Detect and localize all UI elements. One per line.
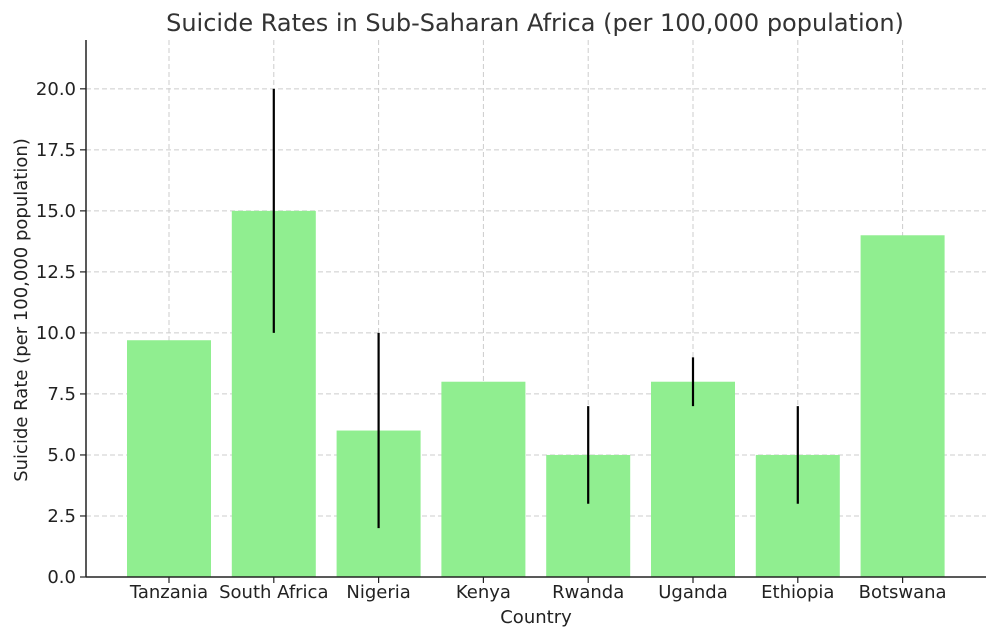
bar-uganda: [651, 381, 735, 577]
y-tick-label: 2.5: [47, 506, 76, 527]
x-tick-label: Ethiopia: [761, 582, 834, 603]
y-tick-label: 5.0: [47, 445, 76, 466]
x-tick-label: Rwanda: [552, 582, 624, 603]
chart-title: Suicide Rates in Sub-Saharan Africa (per…: [166, 9, 904, 37]
x-tick-label: Botswana: [859, 582, 947, 603]
y-tick-label: 17.5: [36, 140, 76, 161]
error-bars: [272, 88, 799, 529]
y-tick-label: 7.5: [47, 384, 76, 405]
y-tick-labels: 0.0 2.5 5.0 7.5 10.0 12.5 15.0 17.5 20.0: [36, 79, 76, 588]
x-tick-label: Kenya: [456, 582, 511, 603]
y-tick-label: 0.0: [47, 567, 76, 588]
x-tick-label: Tanzania: [129, 582, 208, 603]
x-tick-label: South Africa: [219, 582, 328, 603]
bar-kenya: [441, 381, 526, 577]
y-tick-label: 10.0: [36, 323, 76, 344]
y-tick-label: 15.0: [36, 201, 76, 222]
axes: [80, 40, 986, 583]
bar-botswana: [860, 235, 945, 578]
y-tick-label: 12.5: [36, 262, 76, 283]
y-tick-label: 20.0: [36, 79, 76, 100]
x-tick-label: Uganda: [658, 582, 728, 603]
x-tick-label: Nigeria: [346, 582, 410, 603]
x-tick-labels: Tanzania South Africa Nigeria Kenya Rwanda Ug…: [129, 582, 947, 603]
x-axis-label: Country: [500, 607, 572, 628]
bar-tanzania: [127, 340, 211, 577]
y-axis-label: Suicide Rate (per 100,000 population): [11, 138, 32, 482]
grid-lines: [86, 40, 986, 578]
